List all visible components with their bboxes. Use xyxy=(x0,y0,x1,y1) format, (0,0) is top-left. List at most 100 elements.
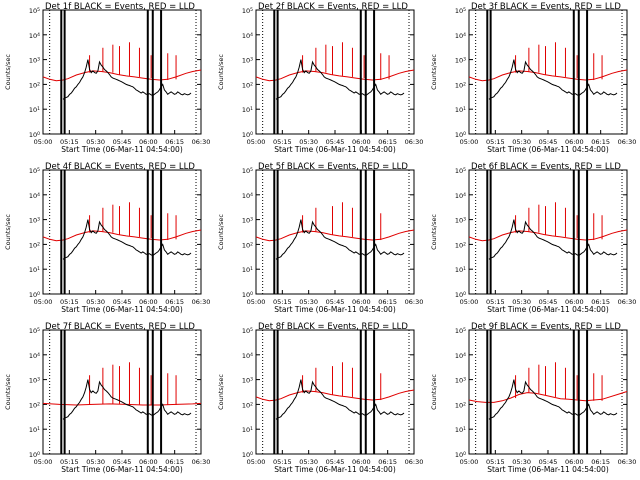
y-tick-label: 101 xyxy=(29,426,40,435)
x-tick-label: 06:00 xyxy=(139,458,158,466)
y-axis-label: Counts/sec xyxy=(4,214,12,250)
x-axis-label: Start Time (06-Mar-11 04:54:00) xyxy=(61,305,183,314)
y-tick-label: 104 xyxy=(29,191,40,200)
x-tick-label: 05:15 xyxy=(486,458,505,466)
x-tick-label: 05:15 xyxy=(273,138,292,146)
x-tick-label: 05:00 xyxy=(460,458,479,466)
y-tick-label: 102 xyxy=(242,401,253,410)
x-tick-label: 05:00 xyxy=(34,298,53,306)
y-axis-label: Counts/sec xyxy=(217,214,225,250)
x-tick-label: 05:15 xyxy=(60,138,79,146)
x-tick-label: 06:00 xyxy=(139,138,158,146)
events-series-line xyxy=(62,219,192,260)
x-axis-label: Start Time (06-Mar-11 04:54:00) xyxy=(487,305,609,314)
detector-panel-6: Det 6f BLACK = Events, RED = LLD Counts/s… xyxy=(430,162,637,314)
events-series-line xyxy=(275,379,405,420)
x-tick-label: 06:00 xyxy=(565,298,584,306)
y-tick-label: 103 xyxy=(29,56,40,65)
y-tick-label: 101 xyxy=(455,426,466,435)
y-tick-label: 102 xyxy=(242,241,253,250)
x-tick-label: 06:30 xyxy=(192,458,211,466)
plot-frame xyxy=(42,169,202,295)
y-tick-label: 103 xyxy=(455,376,466,385)
x-tick-label: 06:00 xyxy=(139,298,158,306)
x-tick-label: 06:15 xyxy=(165,458,184,466)
x-tick-label: 06:30 xyxy=(618,298,637,306)
y-tick-label: 102 xyxy=(455,401,466,410)
y-axis-label: Counts/sec xyxy=(430,214,438,250)
y-tick-label: 102 xyxy=(242,81,253,90)
chart-title: Det 4f BLACK = Events, RED = LLD xyxy=(45,162,195,172)
y-tick-label: 102 xyxy=(455,241,466,250)
x-tick-label: 05:00 xyxy=(247,458,266,466)
y-tick-label: 102 xyxy=(455,81,466,90)
x-tick-label: 06:00 xyxy=(565,458,584,466)
x-tick-label: 06:15 xyxy=(165,298,184,306)
chart-title: Det 7f BLACK = Events, RED = LLD xyxy=(45,322,195,332)
x-tick-label: 05:00 xyxy=(34,458,53,466)
plot-frame xyxy=(255,169,415,295)
events-series-line xyxy=(488,219,618,260)
x-tick-label: 05:00 xyxy=(460,298,479,306)
y-tick-label: 104 xyxy=(242,351,253,360)
x-tick-label: 05:30 xyxy=(86,458,105,466)
y-tick-label: 105 xyxy=(455,327,466,336)
detector-panel-3: Det 3f BLACK = Events, RED = LLD Counts/s… xyxy=(430,2,636,154)
y-tick-label: 104 xyxy=(242,31,253,40)
x-tick-label: 05:45 xyxy=(539,458,558,466)
y-tick-label: 105 xyxy=(455,167,466,176)
y-tick-label: 104 xyxy=(455,191,466,200)
y-tick-label: 105 xyxy=(242,327,253,336)
y-tick-label: 105 xyxy=(29,167,40,176)
plot-frame xyxy=(255,9,415,135)
lld-series-line xyxy=(468,391,628,403)
lld-series-line xyxy=(42,402,202,406)
y-tick-label: 103 xyxy=(455,216,466,225)
y-tick-label: 103 xyxy=(29,216,40,225)
y-axis-label: Counts/sec xyxy=(217,54,225,90)
chart-title: Det 6f BLACK = Events, RED = LLD xyxy=(471,162,621,172)
x-tick-label: 05:00 xyxy=(460,138,479,146)
x-tick-label: 06:30 xyxy=(192,138,211,146)
y-tick-label: 101 xyxy=(455,266,466,275)
y-tick-label: 105 xyxy=(29,327,40,336)
chart-title: Det 2f BLACK = Events, RED = LLD xyxy=(258,2,408,12)
y-tick-label: 102 xyxy=(29,401,40,410)
y-tick-label: 100 xyxy=(29,291,40,300)
y-tick-label: 101 xyxy=(242,266,253,275)
x-tick-label: 05:00 xyxy=(247,298,266,306)
detector-panel-4: Det 4f BLACK = Events, RED = LLD Counts/s… xyxy=(4,162,210,314)
y-tick-label: 105 xyxy=(29,7,40,16)
x-axis-label: Start Time (06-Mar-11 04:54:00) xyxy=(487,465,609,474)
y-tick-label: 103 xyxy=(242,56,253,65)
chart-title: Det 5f BLACK = Events, RED = LLD xyxy=(258,162,408,172)
x-tick-label: 05:30 xyxy=(299,458,318,466)
x-axis-label: Start Time (06-Mar-11 04:54:00) xyxy=(274,465,396,474)
x-tick-label: 06:00 xyxy=(352,138,371,146)
events-series-line xyxy=(62,59,192,100)
y-tick-label: 100 xyxy=(242,131,253,140)
lld-series-line xyxy=(42,229,202,242)
y-axis-label: Counts/sec xyxy=(430,374,438,410)
y-tick-label: 104 xyxy=(29,31,40,40)
x-tick-label: 05:30 xyxy=(86,298,105,306)
x-tick-label: 06:15 xyxy=(378,458,397,466)
x-tick-label: 06:15 xyxy=(378,138,397,146)
x-tick-label: 05:15 xyxy=(273,458,292,466)
y-tick-label: 105 xyxy=(242,167,253,176)
y-tick-label: 100 xyxy=(29,451,40,460)
x-tick-label: 05:15 xyxy=(60,298,79,306)
y-tick-label: 103 xyxy=(242,216,253,225)
x-tick-label: 05:15 xyxy=(60,458,79,466)
x-tick-label: 05:15 xyxy=(486,298,505,306)
y-tick-label: 101 xyxy=(242,106,253,115)
events-series-line xyxy=(62,379,192,420)
x-tick-label: 06:15 xyxy=(591,138,610,146)
x-axis-label: Start Time (06-Mar-11 04:54:00) xyxy=(274,145,396,154)
y-tick-label: 101 xyxy=(242,426,253,435)
x-tick-label: 06:00 xyxy=(352,458,371,466)
x-tick-label: 06:30 xyxy=(618,458,637,466)
plot-frame xyxy=(42,9,202,135)
chart-title: Det 3f BLACK = Events, RED = LLD xyxy=(471,2,621,12)
